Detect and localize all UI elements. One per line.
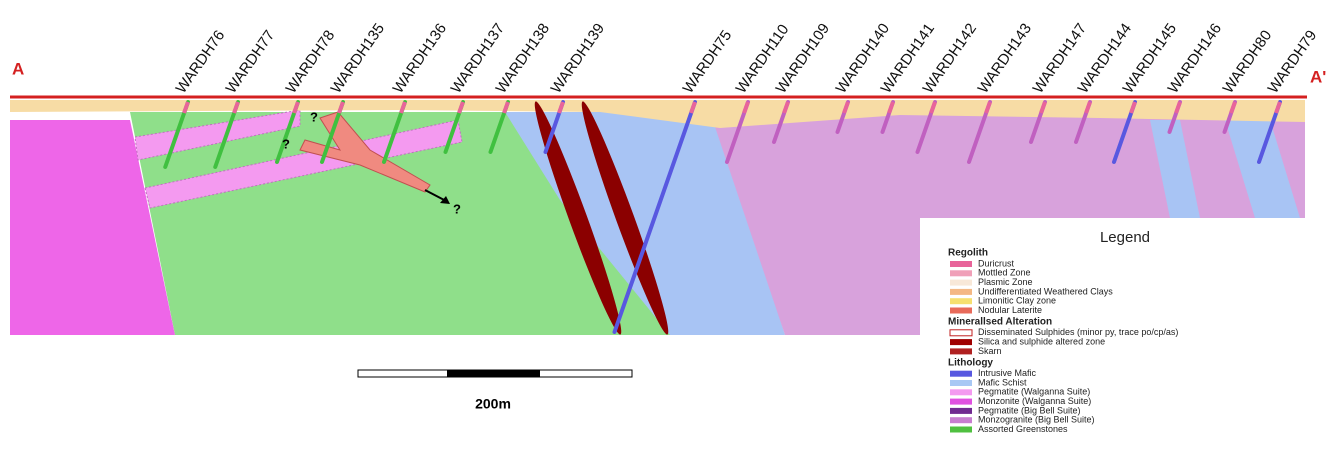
legend-swatch (950, 280, 972, 286)
legend-swatch (950, 289, 972, 295)
drillhole-label: WARDH135 (328, 20, 388, 96)
drillhole-label: WARDH76 (173, 27, 229, 96)
legend-group: Minerallsed Alteration (948, 316, 1052, 327)
legend-swatch (950, 399, 972, 405)
legend-swatch (950, 389, 972, 395)
legend-swatch (950, 427, 972, 433)
unknown: ? (282, 136, 290, 151)
legend-swatch (950, 330, 972, 336)
legend-swatch (950, 380, 972, 386)
drillhole-label: WARDH139 (548, 20, 608, 96)
drillhole-label: WARDH75 (680, 27, 736, 96)
cross-section: WARDH76WARDH77WARDH78WARDH135WARDH136WAR… (0, 0, 1338, 462)
legend-swatch (950, 371, 972, 377)
section-end: A' (1310, 67, 1326, 86)
scale-label: 200m (475, 396, 511, 412)
unknown: ? (310, 109, 318, 124)
drillhole-label: WARDH77 (223, 27, 279, 96)
legend-label: Nodular Laterite (978, 305, 1042, 315)
unknown: ? (453, 201, 461, 216)
legend-swatch (950, 261, 972, 267)
drillhole-label: WARDH143 (975, 20, 1035, 96)
legend-swatch (950, 308, 972, 314)
legend-label: Assorted Greenstones (978, 424, 1068, 434)
legend-label: Skarn (978, 346, 1002, 356)
legend-swatch (950, 408, 972, 414)
scale-bar: 200m (358, 370, 632, 412)
legend-swatch (950, 348, 972, 354)
drillhole-label: WARDH136 (390, 20, 450, 96)
scale-bar-segment (447, 370, 540, 377)
legend-title: Legend (1100, 229, 1150, 246)
legend-group: Regolith (948, 248, 988, 259)
section-start: A (12, 59, 24, 78)
legend-swatch (950, 298, 972, 304)
legend-swatch (950, 417, 972, 423)
legend-group: Lithology (948, 357, 993, 368)
legend-swatch (950, 270, 972, 276)
legend-swatch (950, 339, 972, 345)
